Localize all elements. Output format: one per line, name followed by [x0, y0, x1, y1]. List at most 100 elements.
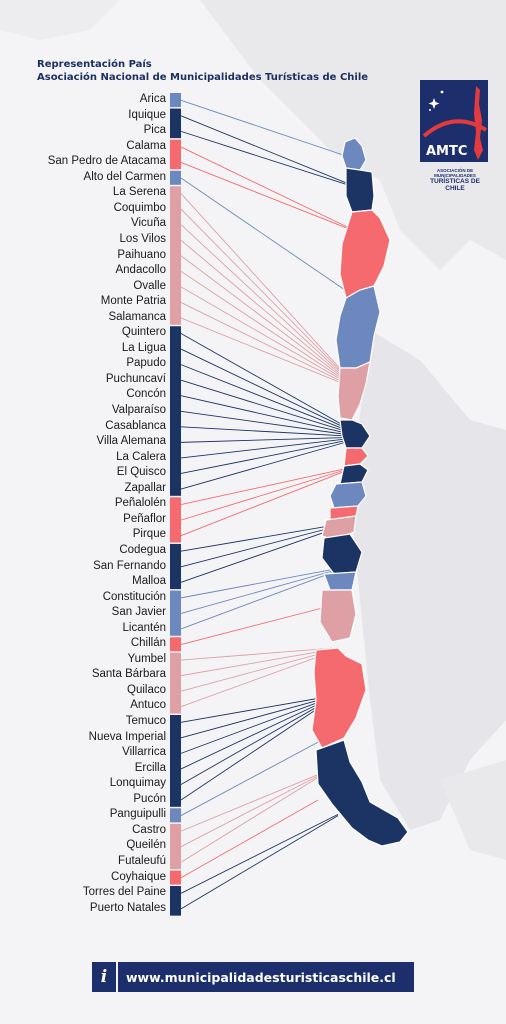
municipality-name: Papudo — [126, 357, 166, 370]
chile-region-shape — [335, 285, 381, 369]
connector-line — [180, 648, 333, 677]
municipality-name: Constitución — [102, 590, 166, 603]
chile-region-shape — [315, 739, 409, 847]
website-url[interactable]: www.municipalidadesturisticaschile.cl — [126, 969, 396, 985]
municipality-name: Iquique — [128, 108, 166, 121]
municipality-name: Monte Patria — [100, 295, 166, 308]
region-color-bar — [170, 886, 181, 916]
connector-line — [180, 774, 321, 848]
chile-region-shape — [323, 571, 357, 591]
connector-line — [180, 255, 347, 381]
connector-line — [180, 650, 333, 692]
chile-region-shape — [311, 647, 367, 749]
municipality-name: Vicuña — [131, 217, 166, 230]
amtc-logo: AMTC — [420, 80, 488, 162]
connector-line — [180, 146, 349, 228]
connector-line — [180, 524, 343, 568]
chile-region-shape — [341, 137, 367, 171]
connector-line — [180, 379, 351, 434]
logo-subtitle: ASOCIACIÓN DE MUNICIPALIDADES TURÍSTICAS… — [420, 168, 490, 192]
connector-line — [180, 470, 346, 537]
municipality-name: Quilaco — [127, 683, 166, 696]
connector-line — [180, 701, 327, 785]
municipality-name: La Calera — [116, 450, 166, 463]
municipality-name: Antuco — [130, 699, 166, 712]
municipality-name: Casablanca — [105, 419, 166, 432]
municipality-name: Chillán — [130, 637, 166, 650]
connector-line — [180, 700, 327, 770]
connector-line — [180, 702, 327, 801]
connector-line — [180, 333, 351, 430]
region-color-bar — [170, 497, 181, 543]
municipality-name: Zapallar — [124, 481, 166, 494]
logo-subtitle-big: TURÍSTICAS DE CHILE — [430, 178, 480, 192]
connector-line — [180, 773, 321, 832]
header-subtitle: Asociación Nacional de Municipalidades T… — [37, 72, 369, 83]
connector-line — [180, 395, 351, 435]
municipality-name: Los Vilos — [119, 232, 166, 245]
connector-line — [180, 525, 343, 583]
municipality-name: El Quisco — [116, 466, 166, 479]
connector-line — [180, 302, 347, 385]
region-color-bar — [170, 326, 181, 496]
municipality-name: Villa Alemana — [96, 435, 166, 448]
chile-region-shape — [345, 167, 375, 213]
info-icon: i — [92, 962, 118, 992]
municipality-name: Calama — [126, 139, 166, 152]
municipality-name: Pirque — [132, 528, 166, 541]
chile-region-shape — [337, 361, 371, 421]
municipality-name: Concón — [126, 388, 166, 401]
connector-line — [180, 647, 333, 661]
logo-acronym: AMTC — [426, 144, 467, 159]
municipality-name: Ercilla — [134, 761, 166, 774]
municipality-name: Nueva Imperial — [88, 730, 166, 743]
connector-line — [180, 224, 347, 378]
municipality-name: La Ligua — [121, 341, 166, 354]
municipality-name: Andacollo — [115, 264, 166, 277]
connector-line — [180, 286, 347, 383]
region-color-bar — [170, 652, 181, 714]
municipality-name: Coyhaique — [111, 870, 166, 883]
municipality-name: Yumbel — [127, 652, 166, 665]
region-color-bar — [170, 823, 181, 869]
chile-region-shape — [343, 447, 369, 467]
region-color-bar — [170, 108, 181, 139]
connector-line — [180, 436, 351, 443]
connector-line — [180, 815, 339, 910]
connector-line — [180, 468, 346, 506]
connector-line — [180, 208, 347, 377]
municipality-name: Futaleufú — [118, 854, 166, 867]
municipality-name: San Pedro de Atacama — [47, 155, 166, 168]
municipality-name: Panguipulli — [109, 808, 166, 821]
municipality-name: Villarrica — [122, 746, 166, 759]
municipality-name: Santa Bárbara — [91, 668, 166, 681]
municipality-name: Pucón — [133, 792, 166, 805]
municipality-name: Quintero — [121, 326, 166, 339]
connector-line — [180, 177, 346, 291]
connector-line — [180, 439, 351, 474]
logo-subtitle-small: ASOCIACIÓN DE MUNICIPALIDADES — [434, 168, 476, 178]
municipality-name: Alto del Carmen — [83, 170, 166, 183]
municipality-name: La Serena — [112, 186, 166, 199]
connector-line — [180, 270, 347, 382]
connector-line — [180, 239, 347, 380]
region-color-bar — [170, 808, 181, 823]
connector-line — [180, 739, 323, 816]
footer-link-bar[interactable]: i www.municipalidadesturisticaschile.cl — [92, 962, 414, 992]
chile-region-shape — [329, 481, 367, 509]
municipality-name: Torres del Paine — [82, 886, 166, 899]
connector-line — [180, 410, 351, 436]
municipality-name: Peñalolén — [114, 497, 166, 510]
municipality-name: Pica — [143, 124, 166, 137]
connector-line — [180, 426, 351, 437]
municipality-name: San Javier — [111, 606, 166, 619]
header-title: Representación País — [37, 59, 152, 70]
connector-line — [180, 568, 337, 599]
region-color-bar — [170, 186, 181, 325]
region-color-bar — [170, 715, 181, 807]
chile-region-shape — [339, 209, 391, 299]
region-color-bar — [170, 93, 181, 108]
